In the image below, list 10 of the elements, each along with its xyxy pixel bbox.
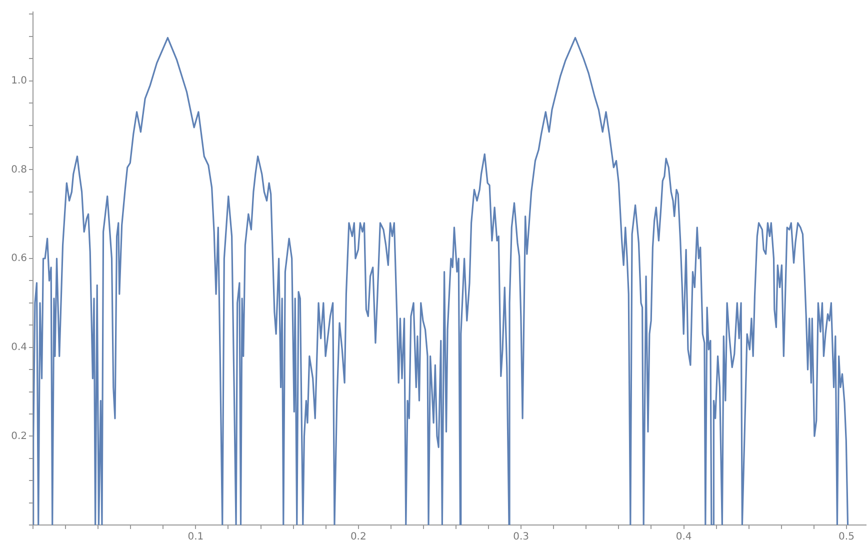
x-tick-label: 0.3 — [513, 532, 530, 543]
y-tick-label: 0.6 — [11, 253, 27, 264]
x-tick-label: 0.1 — [188, 532, 204, 543]
x-tick-label: 0.4 — [676, 532, 692, 543]
y-tick-label: 0.2 — [11, 430, 27, 442]
x-tick-label: 0.2 — [350, 532, 366, 543]
y-tick-label: 0.4 — [11, 342, 27, 353]
x-tick-label: 0.5 — [838, 532, 854, 543]
y-tick-label: 1.0 — [11, 75, 27, 86]
y-tick-label: 0.8 — [11, 164, 27, 176]
